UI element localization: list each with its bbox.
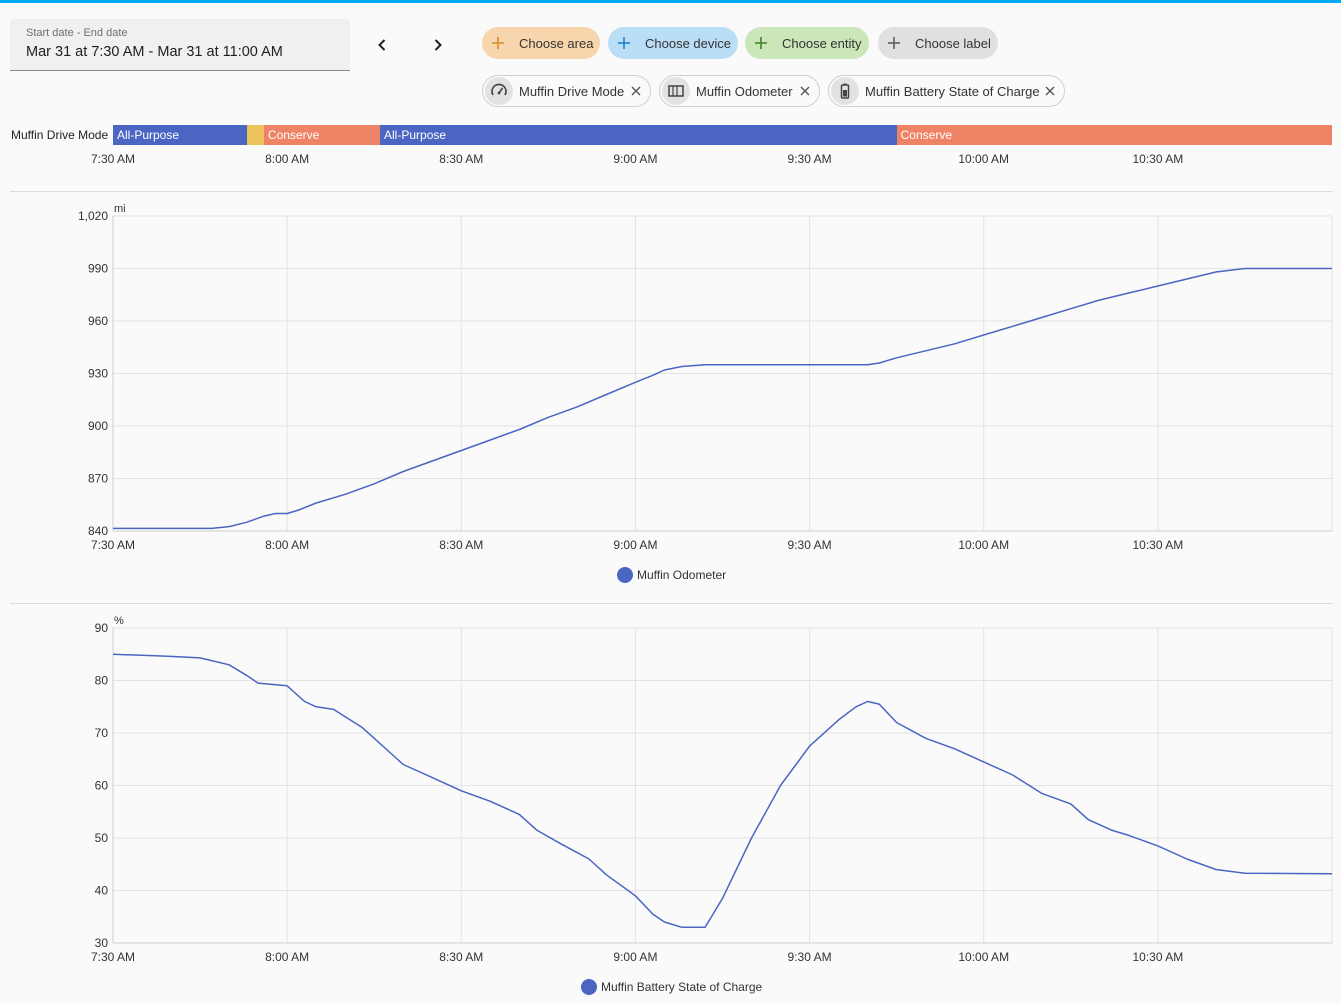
- plus-icon: [492, 37, 504, 49]
- timeline-tick-label: 7:30 AM: [90, 152, 136, 166]
- top-accent-bar: [0, 0, 1341, 3]
- y-tick-label: 840: [88, 524, 108, 538]
- choose-device-button[interactable]: Choose device: [608, 27, 738, 59]
- y-tick-label: 870: [88, 472, 108, 486]
- entity-chip-odometer[interactable]: Muffin Odometer: [659, 75, 820, 107]
- odometer-legend[interactable]: Muffin Odometer: [617, 567, 726, 583]
- divider: [10, 191, 1333, 192]
- timeline-segment[interactable]: [246, 125, 264, 145]
- legend-dot: [581, 979, 597, 995]
- x-tick-label: 9:00 AM: [613, 538, 657, 552]
- choose-label-label: Choose label: [915, 35, 991, 51]
- close-icon[interactable]: [630, 85, 642, 97]
- chevron-right-icon: [434, 39, 442, 51]
- entity-chip-label: Muffin Odometer: [696, 83, 793, 99]
- timeline-tick-label: 8:30 AM: [439, 152, 484, 166]
- timeline-segment[interactable]: Conserve: [896, 125, 1332, 145]
- divider: [10, 603, 1333, 604]
- entity-chip-label: Muffin Battery State of Charge: [865, 83, 1040, 99]
- entity-chip-label: Muffin Drive Mode: [519, 83, 625, 99]
- speedometer-icon: [485, 77, 513, 105]
- battery-chart: 90 80 70 60 50 40 307:30 AM 8:00 AM 8:30 AM 9:00 …: [91, 615, 1333, 964]
- plus-icon: [888, 37, 900, 49]
- date-range-picker[interactable]: Start date - End date Mar 31 at 7:30 AM …: [10, 19, 350, 71]
- date-range-value: Mar 31 at 7:30 AM - Mar 31 at 11:00 AM: [26, 44, 283, 60]
- x-tick-label: 9:30 AM: [788, 950, 832, 964]
- y-unit-label: mi: [114, 203, 126, 215]
- choose-entity-label: Choose entity: [782, 35, 862, 51]
- timeline-tick-label: 10:00 AM: [958, 152, 1010, 166]
- y-tick-label: 80: [95, 674, 109, 688]
- x-tick-label: 8:30 AM: [439, 538, 483, 552]
- choose-device-label: Choose device: [645, 35, 731, 51]
- entity-chip-drive-mode[interactable]: Muffin Drive Mode: [482, 75, 651, 107]
- legend-dot: [617, 567, 633, 583]
- x-tick-label: 9:00 AM: [613, 950, 657, 964]
- series-line: [112, 653, 1333, 929]
- x-tick-label: 8:00 AM: [265, 538, 309, 552]
- x-tick-label: 7:30 AM: [91, 950, 135, 964]
- timeline-tick-label: 8:00 AM: [265, 152, 310, 166]
- timeline-segment[interactable]: All-Purpose: [113, 125, 247, 145]
- x-tick-label: 10:30 AM: [1133, 950, 1184, 964]
- x-tick-label: 8:30 AM: [439, 950, 483, 964]
- x-tick-label: 8:00 AM: [265, 950, 309, 964]
- close-icon[interactable]: [1044, 85, 1056, 97]
- battery-icon: [831, 77, 859, 105]
- date-range-label: Start date - End date: [26, 27, 128, 39]
- odometer-icon: [662, 77, 690, 105]
- series-line: [113, 267, 1332, 530]
- y-tick-label: 960: [88, 314, 108, 328]
- timeline-entity-label: Muffin Drive Mode: [11, 128, 109, 142]
- choose-label-button[interactable]: Choose label: [878, 27, 998, 59]
- entity-chip-battery[interactable]: Muffin Battery State of Charge: [828, 75, 1065, 107]
- x-tick-label: 10:00 AM: [958, 538, 1009, 552]
- timeline-tick-label: 9:30 AM: [787, 152, 832, 166]
- legend-label: Muffin Battery State of Charge: [601, 980, 763, 994]
- y-tick-label: 990: [88, 262, 108, 276]
- choose-entity-button[interactable]: Choose entity: [745, 27, 869, 59]
- choose-area-label: Choose area: [519, 35, 594, 51]
- y-tick-label: 900: [88, 419, 108, 433]
- y-unit-label: %: [114, 615, 124, 627]
- next-range-button[interactable]: [423, 30, 453, 60]
- y-tick-label: 90: [95, 621, 109, 635]
- y-tick-label: 1,020: [78, 209, 108, 223]
- timeline-tick-label: 9:00 AM: [613, 152, 658, 166]
- previous-range-button[interactable]: [367, 30, 397, 60]
- y-tick-label: 60: [95, 779, 109, 793]
- y-tick-label: 50: [95, 831, 109, 845]
- plus-icon: [755, 37, 767, 49]
- timeline-segment[interactable]: All-Purpose: [380, 125, 897, 145]
- plus-icon: [618, 37, 630, 49]
- y-tick-label: 30: [95, 936, 109, 950]
- x-tick-label: 10:30 AM: [1133, 538, 1184, 552]
- timeline-tick-label: 10:30 AM: [1132, 152, 1184, 166]
- choose-area-button[interactable]: Choose area: [482, 27, 600, 59]
- close-icon[interactable]: [799, 85, 811, 97]
- y-tick-label: 930: [88, 367, 108, 381]
- x-tick-label: 7:30 AM: [91, 538, 135, 552]
- x-tick-label: 9:30 AM: [788, 538, 832, 552]
- timeline-segment[interactable]: Conserve: [263, 125, 381, 145]
- legend-label: Muffin Odometer: [637, 568, 727, 582]
- y-tick-label: 40: [95, 884, 109, 898]
- x-tick-label: 10:00 AM: [958, 950, 1009, 964]
- y-tick-label: 70: [95, 726, 109, 740]
- chevron-left-icon: [378, 39, 386, 51]
- battery-legend[interactable]: Muffin Battery State of Charge: [581, 979, 762, 995]
